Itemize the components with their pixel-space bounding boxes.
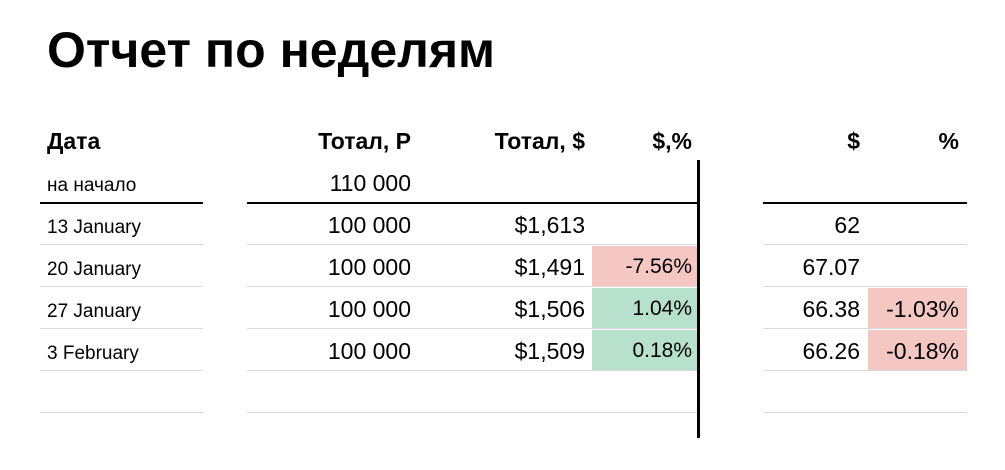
row-total-rub: 100 000 <box>327 212 411 238</box>
gridline <box>247 328 698 329</box>
gridline <box>247 286 698 287</box>
header-date: Дата <box>47 128 101 154</box>
gridline <box>40 328 203 329</box>
row-date: 27 January <box>47 301 142 322</box>
row-total-usd: $1,506 <box>514 296 585 322</box>
row-date: 3 February <box>47 343 139 364</box>
row-date: 20 January <box>47 259 142 280</box>
gridline <box>763 244 967 245</box>
row-usd-pct: 0.18% <box>632 339 692 362</box>
row-date: 13 January <box>47 217 142 238</box>
divider-line <box>763 202 967 204</box>
row-rate-pct: -0.18% <box>886 338 959 364</box>
usd-pct-negative-fill <box>592 246 697 287</box>
header-total-usd: Тотал, $ <box>494 128 585 154</box>
row-total-usd: $1,509 <box>514 338 585 364</box>
row-rate-pct: -1.03% <box>886 296 959 322</box>
row-usd-pct: 1.04% <box>632 297 692 320</box>
row-total-usd: $1,491 <box>514 254 585 280</box>
gridline <box>763 286 967 287</box>
header-total-rub: Тотал, Р <box>318 128 411 154</box>
row-usd-pct <box>600 205 692 245</box>
start-row-total-rub: 110 000 <box>329 170 411 196</box>
vertical-divider <box>697 160 700 438</box>
row-rate: 62 <box>834 212 860 238</box>
gridline <box>40 370 203 371</box>
row-rate: 66.26 <box>802 338 860 364</box>
row-rate: 67.07 <box>802 254 860 280</box>
rate-pct-negative-fill <box>868 330 967 371</box>
row-total-rub: 100 000 <box>327 296 411 322</box>
row-usd-pct: -7.56% <box>625 255 692 278</box>
row-rate-pct <box>870 205 959 245</box>
row-total-usd: $1,613 <box>514 212 585 238</box>
usd-pct-positive-fill <box>592 330 697 371</box>
gridline <box>763 370 967 371</box>
divider-line <box>247 202 698 204</box>
gridline <box>40 244 203 245</box>
start-row-label: на начало <box>47 175 137 196</box>
rate-pct-negative-fill <box>868 288 967 329</box>
row-rate-pct <box>870 247 959 287</box>
usd-pct-positive-fill <box>592 288 697 329</box>
header-rate-pct: % <box>938 128 959 154</box>
row-total-rub: 100 000 <box>327 338 411 364</box>
header-usd-pct: $,% <box>652 128 692 154</box>
gridline <box>763 328 967 329</box>
row-total-rub: 100 000 <box>327 254 411 280</box>
gridline <box>247 370 698 371</box>
row-rate: 66.38 <box>802 296 860 322</box>
header-rate: $ <box>847 128 860 154</box>
gridline <box>40 286 203 287</box>
gridline <box>247 412 698 413</box>
gridline <box>40 412 203 413</box>
gridline <box>763 412 967 413</box>
page-title: Отчет по неделям <box>47 22 496 78</box>
gridline <box>247 244 698 245</box>
divider-line <box>40 202 203 204</box>
